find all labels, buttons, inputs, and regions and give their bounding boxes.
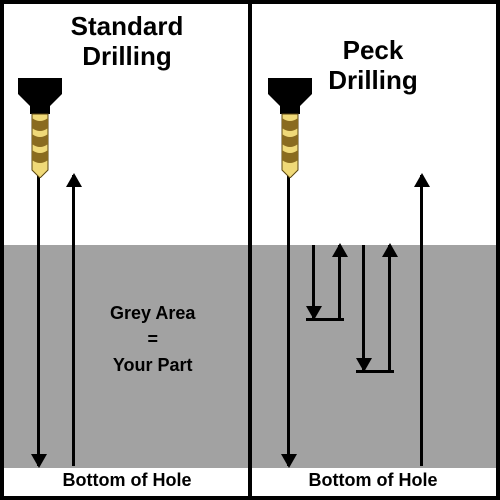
grey-area-label: Grey Area = Your Part	[110, 300, 195, 378]
title-peck-drilling: Peck Drilling	[250, 36, 496, 96]
bottom-label-right: Bottom of Hole	[250, 470, 496, 491]
arrow-up	[338, 245, 341, 318]
title-left-line2: Drilling	[82, 41, 172, 71]
depth-tick	[306, 318, 344, 321]
diagram-container: Standard Drilling Grey Area = Your Part …	[0, 0, 500, 500]
title-standard-drilling: Standard Drilling	[4, 12, 250, 72]
title-right-line2: Drilling	[328, 65, 418, 95]
bottom-label-left: Bottom of Hole	[4, 470, 250, 491]
arrow-down	[312, 245, 315, 318]
arrow-up	[388, 245, 391, 370]
depth-tick	[356, 370, 394, 373]
arrow-down	[287, 175, 290, 466]
drill-bit-icon	[18, 78, 62, 183]
arrow-down	[362, 245, 365, 370]
title-left-line1: Standard	[71, 11, 184, 41]
arrow-up	[72, 175, 75, 466]
drill-bit-svg	[18, 78, 62, 178]
title-right-line1: Peck	[343, 35, 404, 65]
panel-divider	[248, 4, 252, 496]
arrow-down	[37, 175, 40, 466]
arrow-up	[420, 175, 423, 466]
